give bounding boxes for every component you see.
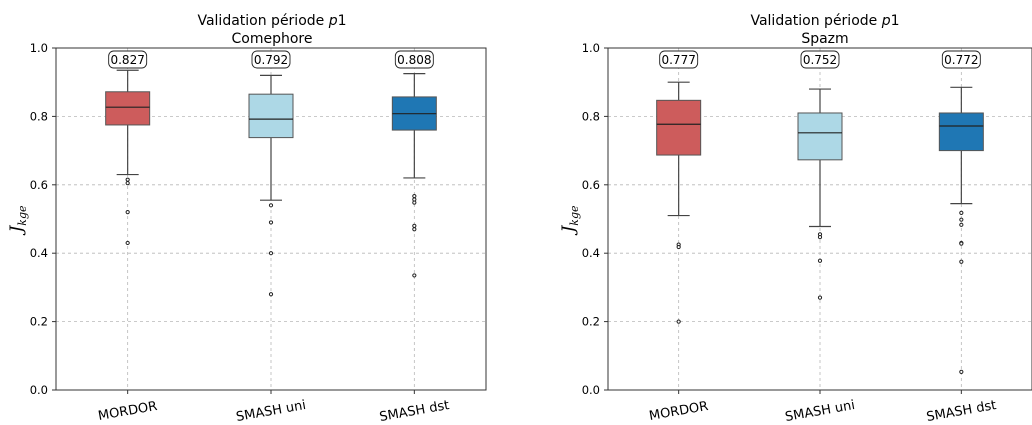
median-label: 0.752 [803, 53, 837, 67]
y-tick-label: 0.0 [582, 383, 600, 397]
outlier-point [268, 292, 274, 297]
chart-title-text: Validation période [750, 13, 881, 29]
y-tick-label: 1.0 [582, 41, 600, 55]
median-label-box [941, 50, 981, 69]
y-tick-label: 0.6 [582, 178, 600, 192]
outlier-point [125, 240, 130, 246]
outlier-point [268, 203, 274, 208]
outlier-point [412, 227, 417, 232]
median-label: 0.777 [661, 53, 695, 67]
y-tick-label: 1.0 [30, 41, 48, 55]
outlier-point [412, 200, 417, 205]
iqr-box [938, 112, 984, 152]
y-tick-label: 0.4 [582, 246, 600, 260]
outlier-point [125, 180, 130, 186]
chart-subtitle: Spazm [801, 31, 848, 47]
iqr-box [797, 112, 843, 161]
box-smash-uni: 0.792 [248, 50, 294, 297]
outlier-point [125, 177, 130, 182]
y-tick-label: 0.0 [30, 383, 48, 397]
median-label: 0.792 [254, 53, 288, 67]
iqr-box [656, 99, 702, 156]
outlier-point [125, 210, 130, 215]
outlier-point [676, 244, 681, 250]
chart-title-italic: p [881, 13, 891, 29]
chart-subtitle: Comephore [232, 31, 313, 47]
x-tick-label: SMASH uni [235, 398, 307, 425]
y-tick-label: 0.2 [582, 315, 600, 329]
median-label-box [108, 50, 148, 69]
median-label-box [394, 50, 434, 69]
chart-title-italic: p [328, 13, 338, 29]
chart-panel-spazm: Validation période p1 Spazm 0.0 0.2 0.4 0.6 0.… [559, 13, 1032, 425]
y-tick-label: 0.2 [30, 315, 48, 329]
outlier-point [959, 210, 964, 215]
outlier-point [412, 273, 417, 278]
outlier-point [959, 217, 964, 222]
x-tick-label: SMASH uni [784, 398, 856, 425]
chart-title-text: Validation période [197, 13, 328, 29]
x-tick-label: MORDOR [648, 399, 709, 424]
iqr-box [105, 91, 151, 126]
x-tick-label: MORDOR [97, 399, 158, 424]
outlier-point [959, 222, 964, 227]
y-tick-label: 0.6 [30, 178, 48, 192]
median-label: 0.808 [397, 53, 431, 67]
outlier-point [959, 369, 964, 374]
y-axis-label: Jkge [559, 205, 581, 236]
x-tick-label: SMASH dst [925, 398, 997, 425]
chart-title: Validation période p1 [197, 13, 346, 29]
outlier-point [959, 241, 964, 246]
x-tick-label: SMASH dst [378, 398, 450, 425]
median-label-box [659, 50, 699, 69]
outlier-point [817, 258, 823, 263]
outlier-point [676, 319, 681, 324]
median-label: 0.827 [110, 53, 144, 67]
outlier-point [412, 223, 417, 228]
median-label-box [251, 50, 291, 69]
y-axis-label: Jkge [7, 205, 29, 236]
outlier-point [959, 259, 964, 264]
box-mordor: 0.777 [656, 50, 702, 324]
outlier-point [412, 193, 417, 199]
outlier-point [817, 235, 823, 240]
y-tick-label: 0.8 [582, 109, 600, 123]
median-label-box [800, 50, 840, 69]
outlier-point [268, 220, 274, 225]
box-smash-dst: 0.808 [391, 50, 437, 278]
y-tick-label: 0.4 [30, 246, 48, 260]
chart-title-tail: 1 [338, 13, 347, 29]
chart-panel-comephore: Validation période p1 Comephore 0.0 0.2 0.4 0… [7, 13, 487, 425]
y-tick-label: 0.8 [30, 109, 48, 123]
outlier-point [817, 295, 823, 300]
box-smash-dst: 0.772 [938, 50, 984, 374]
median-label: 0.772 [944, 53, 978, 67]
chart-title: Validation période p1 [750, 13, 899, 29]
box-smash-uni: 0.752 [797, 50, 843, 300]
box-mordor: 0.827 [105, 50, 151, 246]
chart-title-tail: 1 [891, 13, 900, 29]
outlier-point [268, 251, 274, 256]
iqr-box [248, 93, 294, 139]
